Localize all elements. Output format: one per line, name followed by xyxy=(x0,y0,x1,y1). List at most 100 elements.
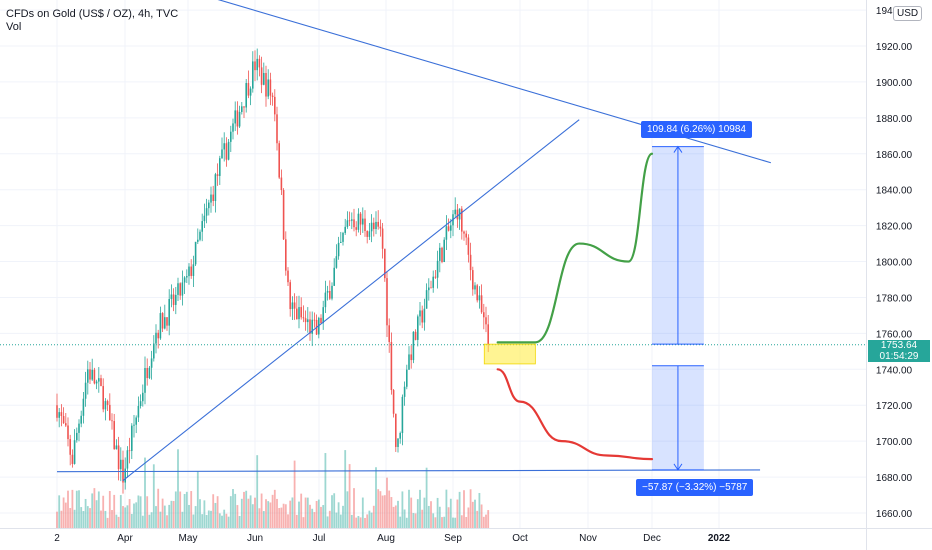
candle-body xyxy=(436,260,439,278)
volume-bar xyxy=(485,514,487,528)
volume-bar xyxy=(460,515,463,528)
candle-body xyxy=(150,358,153,368)
candle-body xyxy=(443,239,445,263)
volume-bar xyxy=(298,501,300,528)
candle-body xyxy=(274,96,276,115)
volume-bar xyxy=(106,517,109,528)
volume-bar xyxy=(344,450,347,528)
volume-bar xyxy=(73,509,76,528)
volume-bar xyxy=(137,495,140,528)
candle-body xyxy=(307,319,309,323)
candle-body xyxy=(412,331,415,361)
candle-body xyxy=(410,354,412,361)
volume-bar xyxy=(280,507,283,528)
candle-body xyxy=(84,382,87,399)
volume-bar xyxy=(232,489,234,528)
candle-body xyxy=(381,228,384,249)
candle-body xyxy=(480,295,483,313)
volume-bar xyxy=(188,504,190,528)
candle-body xyxy=(201,221,203,232)
candle-body xyxy=(168,298,170,326)
volume-bar xyxy=(60,510,63,528)
countdown-tag: 01:54:29 xyxy=(868,351,930,362)
volume-bar xyxy=(326,516,329,528)
candle-body xyxy=(142,392,144,402)
candle-body xyxy=(73,440,76,464)
volume-bar xyxy=(258,508,261,528)
volume-bar xyxy=(71,489,74,528)
volume-bar xyxy=(361,497,364,528)
candle-body xyxy=(89,369,91,380)
candle-body xyxy=(322,307,324,324)
volume-bar xyxy=(124,507,127,528)
volume-bar xyxy=(67,490,69,528)
candle-body xyxy=(102,386,104,410)
candle-body xyxy=(342,232,344,242)
candle-body xyxy=(216,174,219,176)
x-tick-label: Nov xyxy=(579,533,597,544)
volume-bar xyxy=(379,491,382,528)
volume-bar xyxy=(159,511,162,528)
candle-body xyxy=(265,72,267,97)
volume-bar xyxy=(212,494,215,528)
candle-body xyxy=(417,316,419,340)
volume-bar xyxy=(403,509,406,528)
candle-body xyxy=(472,270,474,290)
volume-bar xyxy=(410,497,413,528)
volume-bar xyxy=(348,464,351,528)
volume-bar xyxy=(445,489,448,528)
candle-body xyxy=(159,313,162,339)
currency-button[interactable]: USD xyxy=(893,6,923,21)
volume-bar xyxy=(146,496,149,528)
candle-body xyxy=(370,222,373,232)
volume-bar xyxy=(89,508,91,528)
volume-bar xyxy=(91,493,94,528)
volume-bar xyxy=(108,490,111,528)
candle-body xyxy=(333,267,335,286)
candle-body xyxy=(401,396,404,434)
volume-bar xyxy=(366,514,369,528)
candle-body xyxy=(164,317,166,329)
volume-indicator-label[interactable]: Vol xyxy=(6,21,22,33)
measure-down-label[interactable]: −57.87 (−3.32%) −5787 xyxy=(636,479,754,496)
candle-body xyxy=(478,295,481,301)
volume-bar xyxy=(467,507,470,528)
candle-body xyxy=(432,276,434,288)
volume-bar xyxy=(408,489,410,528)
candle-body xyxy=(243,106,245,108)
y-tick-label: 1660.00 xyxy=(876,509,913,520)
projection-down xyxy=(496,368,654,461)
candle-body xyxy=(335,256,338,268)
measure-up-label[interactable]: 109.84 (6.26%) 10984 xyxy=(641,121,752,138)
volume-bar xyxy=(122,506,124,528)
volume-bar xyxy=(130,513,133,528)
candle-body xyxy=(390,342,393,391)
volume-bar xyxy=(480,504,483,528)
volume-bar xyxy=(104,510,107,528)
candle-body xyxy=(331,285,333,299)
volume-bar xyxy=(135,502,138,528)
volume-bar xyxy=(388,490,391,528)
volume-bar xyxy=(414,513,417,528)
volume-bar xyxy=(177,449,179,528)
candle-body xyxy=(58,412,60,418)
volume-bar xyxy=(183,493,186,528)
candle-body xyxy=(234,110,236,124)
volume-bar xyxy=(463,490,465,528)
candle-body xyxy=(65,423,67,426)
candle-body xyxy=(348,220,351,222)
volume-bar xyxy=(56,511,58,528)
candle-body xyxy=(100,378,102,387)
volume-bar xyxy=(452,517,454,528)
volume-bar xyxy=(199,499,201,528)
volume-bar xyxy=(218,513,221,528)
candle-body xyxy=(379,226,382,229)
y-tick-label: 1760.00 xyxy=(876,329,913,340)
symbol-title[interactable]: CFDs on Gold (US$ / OZ), 4h, TVC xyxy=(6,8,179,20)
volume-bar xyxy=(262,511,265,528)
candle-body xyxy=(313,319,316,321)
candle-body xyxy=(192,264,195,276)
candle-body xyxy=(208,202,210,209)
volume-bar xyxy=(471,501,474,528)
